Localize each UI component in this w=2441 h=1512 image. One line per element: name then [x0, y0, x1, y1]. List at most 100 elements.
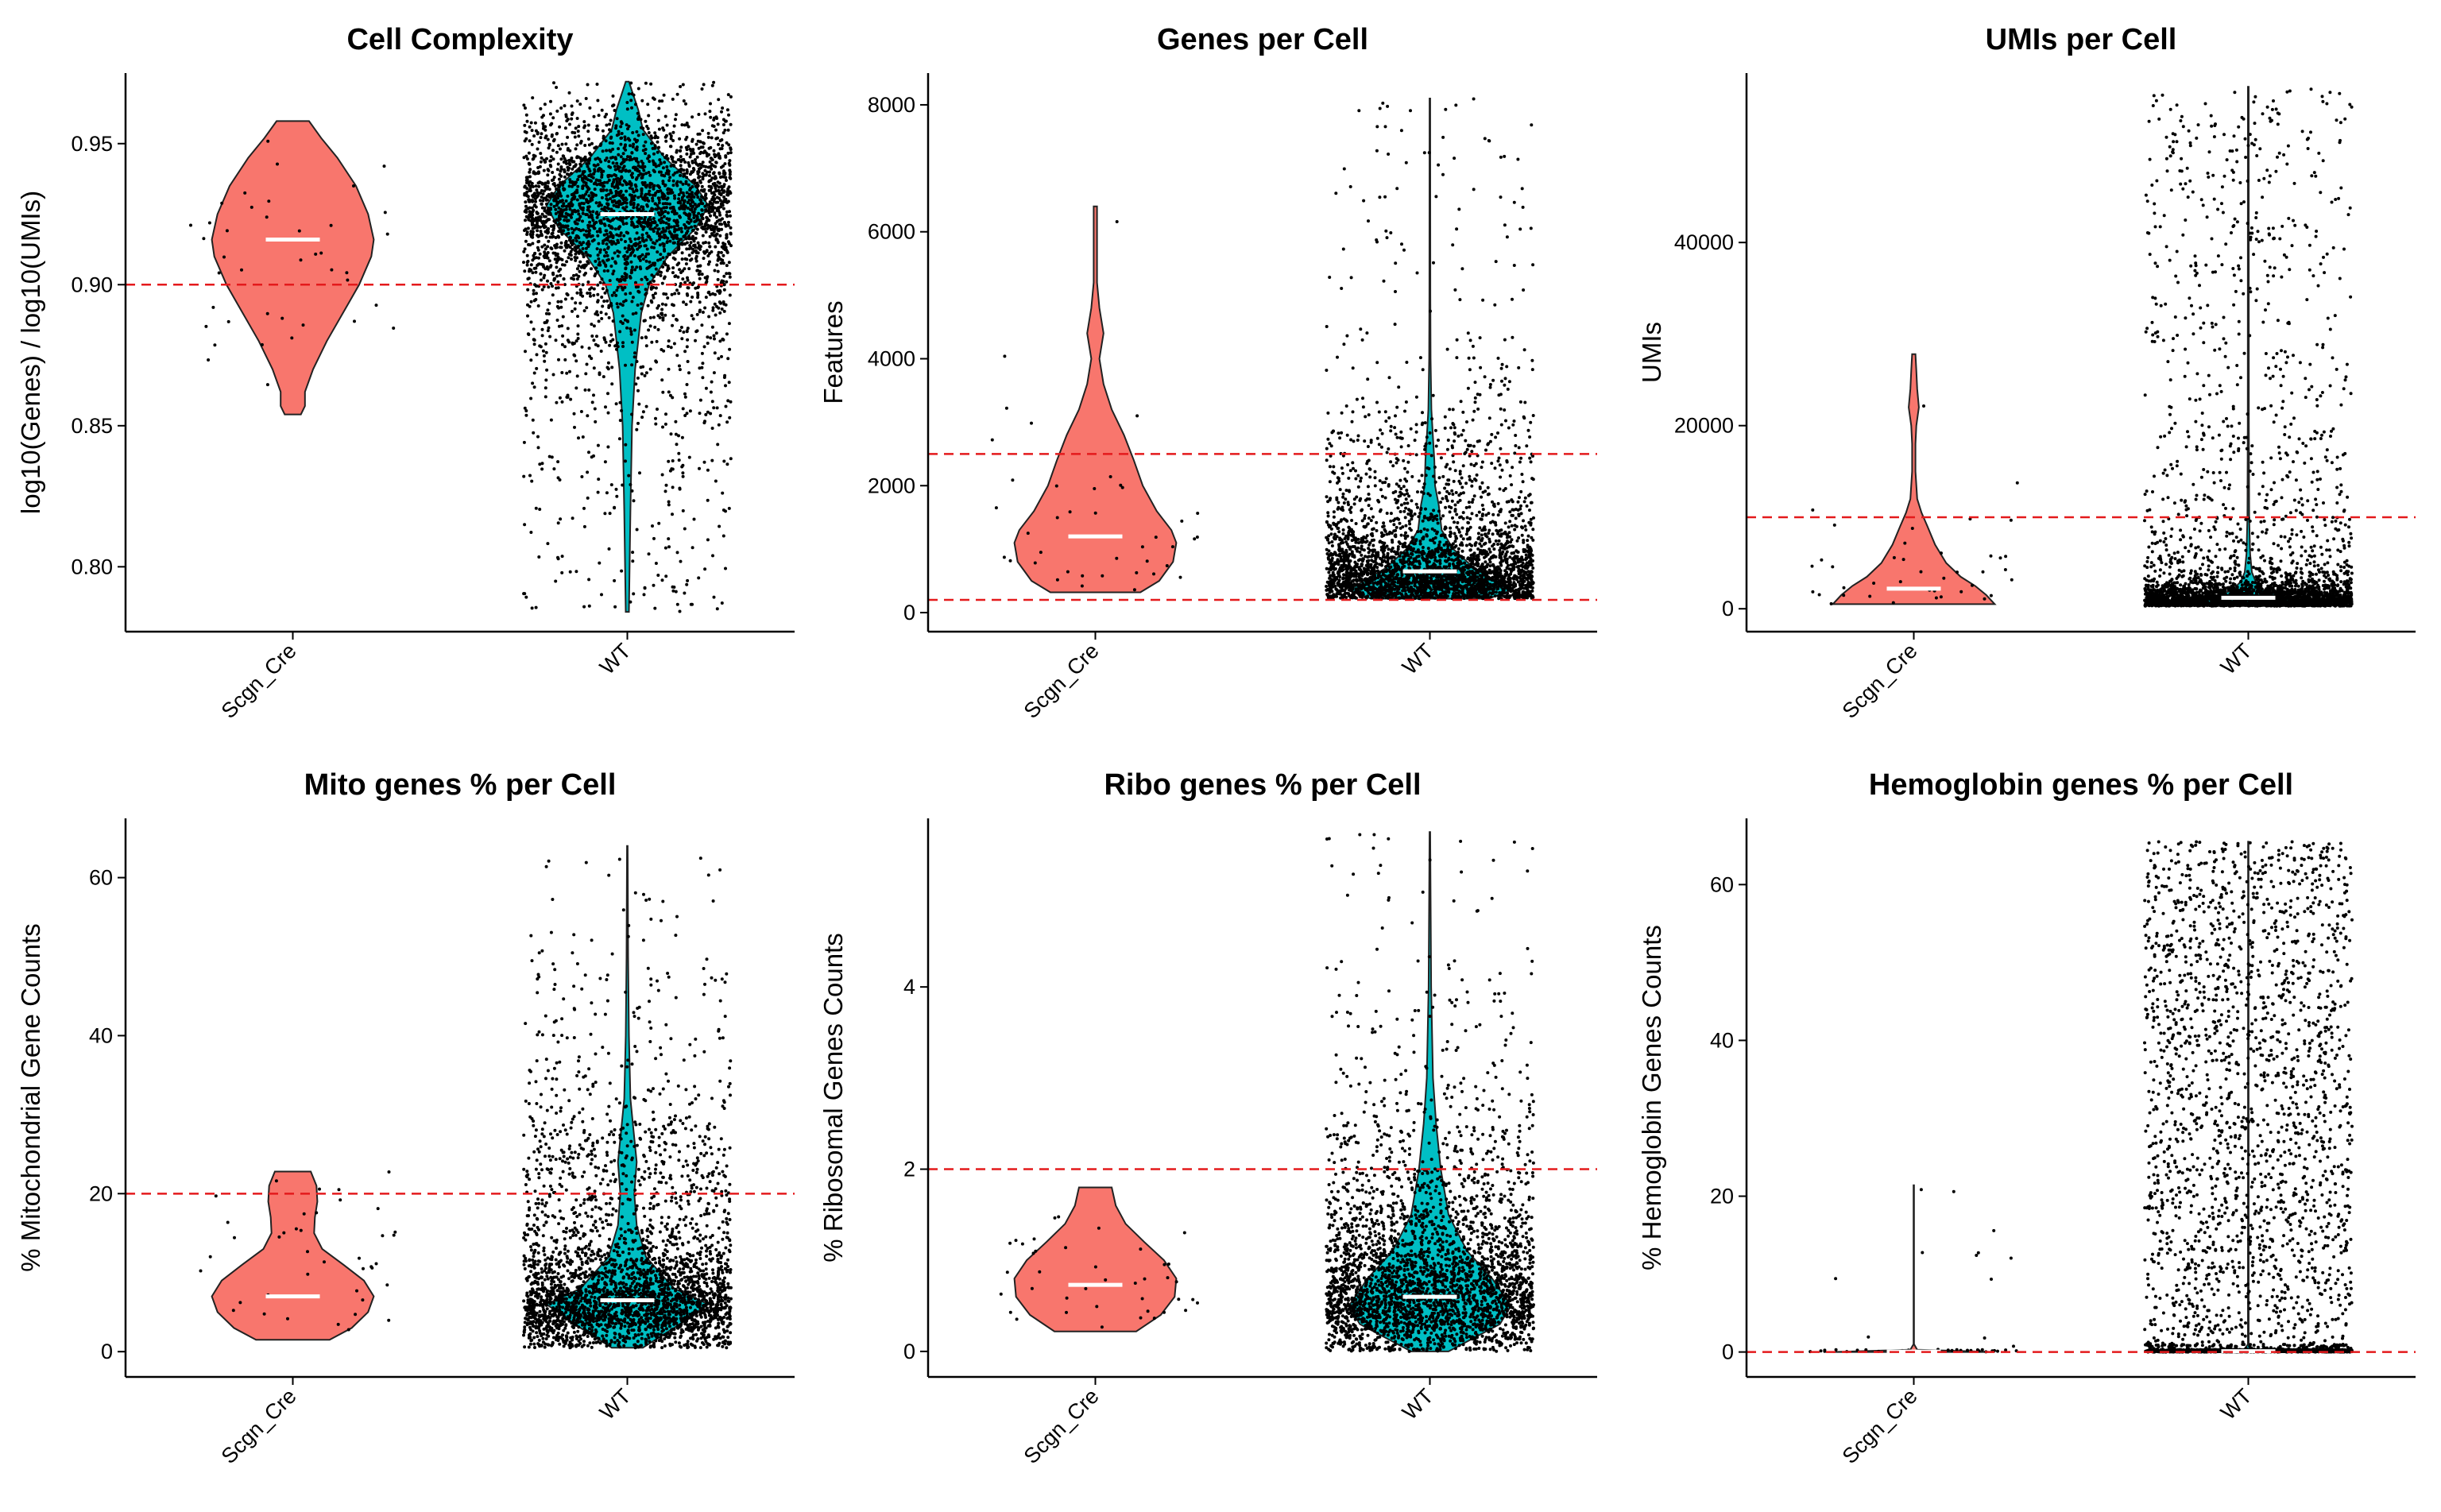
cell-point: [579, 141, 582, 145]
cell-point: [650, 142, 653, 145]
cell-point: [580, 410, 583, 413]
cell-point: [613, 164, 617, 168]
cell-point: [526, 264, 529, 267]
cell-point: [696, 329, 699, 332]
cell-point: [634, 238, 637, 241]
cell-point: [687, 267, 691, 270]
cell-point: [583, 309, 586, 312]
cell-point: [691, 283, 694, 286]
cell-point: [646, 224, 649, 227]
cell-point: [556, 305, 559, 308]
cell-point: [1488, 416, 1491, 420]
cell-point: [574, 386, 578, 389]
cell-point: [685, 153, 688, 156]
cell-point: [1423, 528, 1426, 531]
cell-point: [559, 229, 563, 232]
cell-point: [641, 162, 644, 165]
cell-point: [634, 382, 637, 385]
cell-point: [689, 156, 692, 159]
cell-point: [537, 304, 540, 307]
cell-point: [607, 367, 610, 370]
cell-point: [667, 368, 671, 371]
cell-point: [718, 525, 721, 528]
cell-point: [532, 154, 536, 157]
cell-point: [687, 360, 690, 363]
cell-point: [1370, 519, 1373, 522]
cell-point: [541, 199, 544, 203]
cell-point: [698, 222, 702, 226]
cell-point: [712, 81, 715, 84]
cell-point: [555, 132, 559, 135]
cell-point: [522, 475, 525, 478]
cell-point: [679, 164, 683, 167]
cell-point: [559, 181, 562, 184]
cell-point: [319, 252, 323, 255]
cell-point: [656, 574, 660, 577]
cell-point: [1490, 433, 1493, 436]
cell-point: [617, 165, 620, 168]
cell-point: [652, 315, 656, 319]
cell-point: [717, 143, 720, 146]
cell-point: [707, 291, 710, 294]
cell-point: [610, 365, 613, 369]
cell-point: [621, 207, 625, 210]
cell-point: [704, 112, 707, 115]
cell-point: [991, 439, 994, 442]
cell-point: [565, 372, 568, 375]
cell-point: [525, 131, 528, 134]
cell-point: [1482, 508, 1485, 511]
cell-point: [630, 363, 633, 366]
cell-point: [528, 199, 531, 202]
cell-point: [538, 141, 541, 144]
cell-point: [530, 300, 533, 304]
cell-point: [632, 296, 635, 299]
cell-point: [697, 113, 700, 116]
cell-point: [571, 516, 574, 520]
cell-point: [615, 348, 618, 351]
cell-point: [723, 162, 726, 165]
cell-point: [690, 241, 693, 244]
cell-point: [540, 279, 543, 282]
cell-point: [540, 195, 544, 199]
cell-point: [702, 257, 706, 260]
cell-point: [632, 592, 635, 595]
cell-point: [613, 109, 617, 112]
cell-point: [576, 99, 579, 102]
cell-point: [546, 280, 549, 283]
cell-point: [1465, 420, 1468, 423]
cell-point: [586, 130, 590, 133]
cell-point: [681, 277, 684, 280]
cell-point: [1180, 520, 1183, 523]
cell-point: [729, 148, 733, 151]
cell-point: [586, 245, 590, 248]
cell-point: [645, 371, 648, 374]
cell-point: [532, 209, 535, 212]
cell-point: [639, 245, 642, 248]
cell-point: [546, 308, 549, 311]
cell-point: [561, 400, 564, 404]
cell-point: [1352, 439, 1356, 443]
cell-point: [1394, 490, 1397, 493]
cell-point: [544, 129, 547, 132]
cell-point: [652, 217, 656, 220]
cell-point: [691, 138, 694, 141]
cell-point: [630, 184, 633, 187]
cell-point: [588, 221, 591, 224]
cell-point: [1326, 412, 1329, 415]
cell-point: [656, 259, 660, 262]
cell-point: [689, 148, 692, 151]
cell-point: [532, 419, 535, 422]
cell-point: [545, 203, 548, 206]
cell-point: [558, 214, 561, 217]
cell-point: [662, 227, 665, 230]
cell-point: [1368, 493, 1371, 496]
cell-point: [609, 334, 613, 337]
x-tick-label: Scgn_Cre: [1019, 639, 1104, 723]
cell-point: [673, 292, 676, 296]
cell-point: [1405, 400, 1408, 404]
cell-point: [729, 95, 733, 99]
cell-point: [1435, 514, 1438, 517]
cell-point: [1338, 436, 1341, 439]
cell-point: [1408, 520, 1411, 523]
cell-point: [715, 331, 718, 334]
